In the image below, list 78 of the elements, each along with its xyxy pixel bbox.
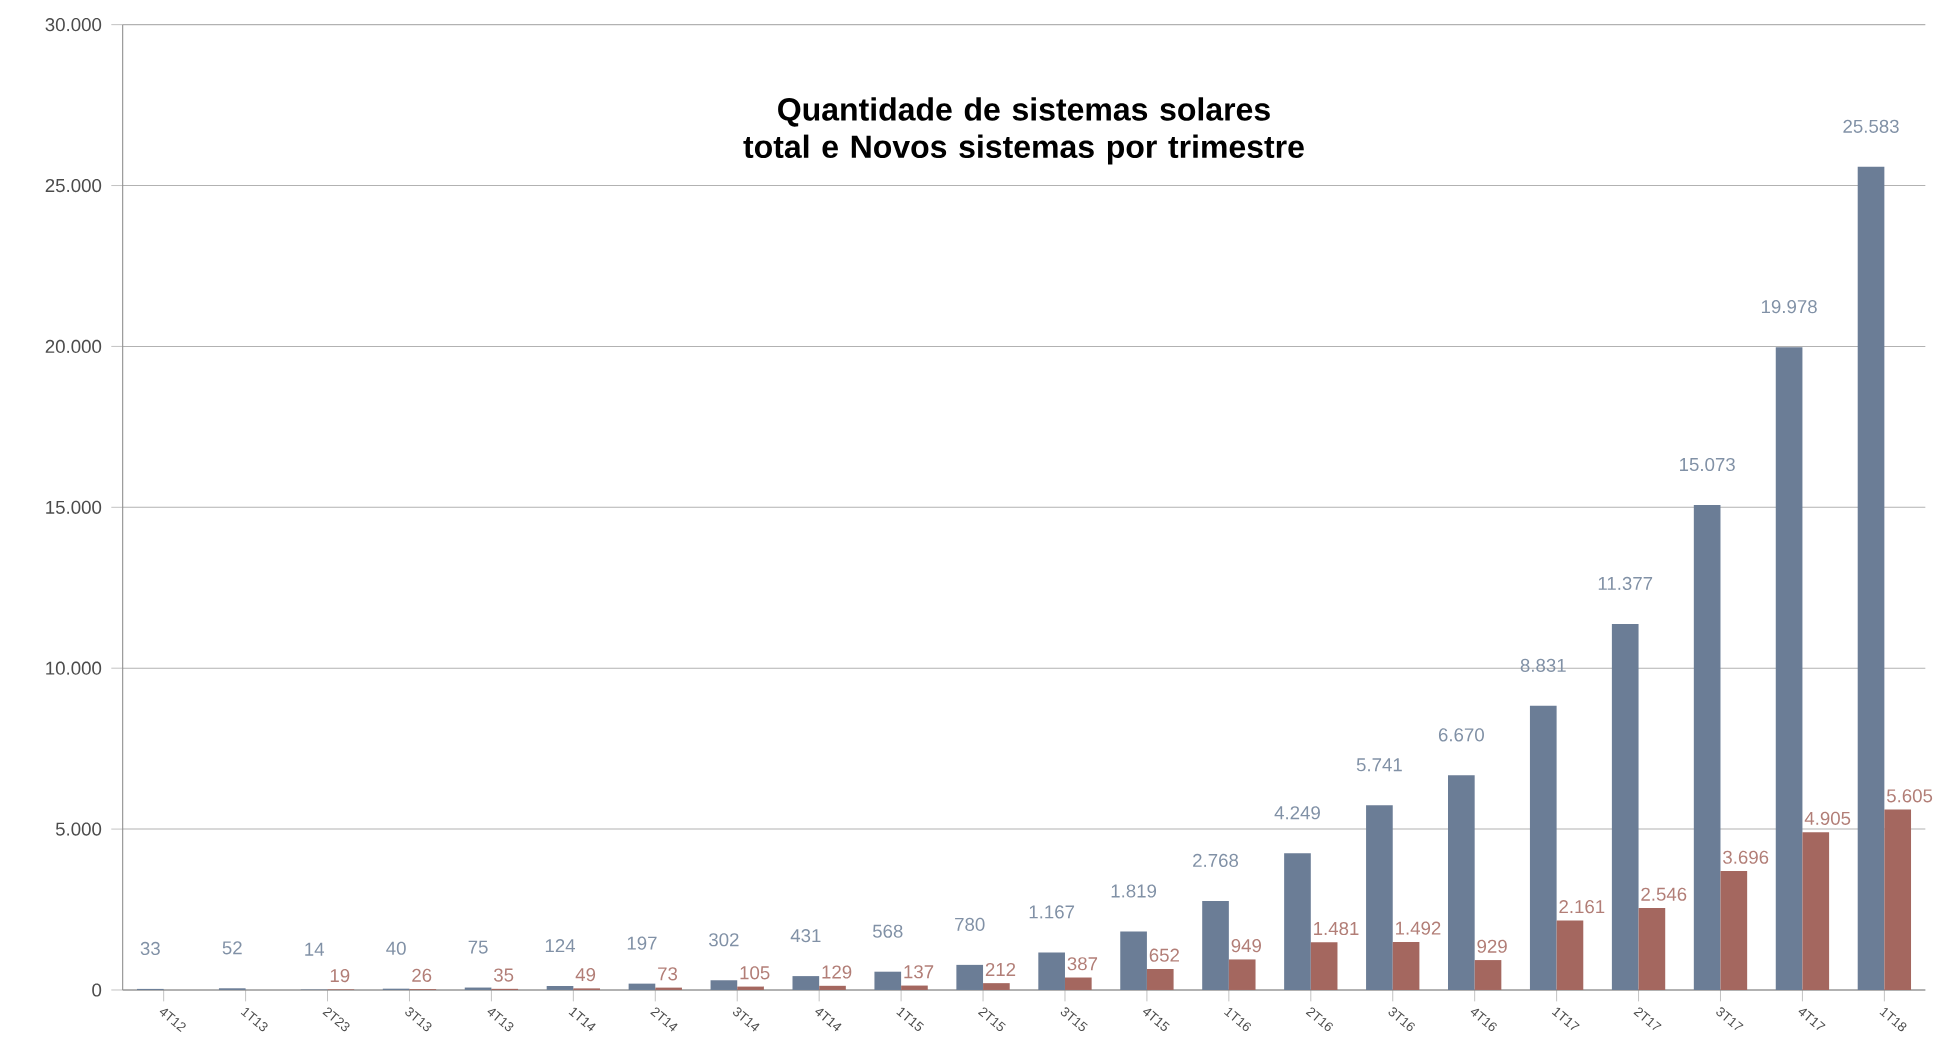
data-label: 40: [386, 941, 406, 955]
bar: [1556, 920, 1584, 990]
data-label: 197: [627, 936, 657, 950]
bar: [1693, 504, 1721, 990]
bar: [1474, 960, 1502, 990]
data-label: 73: [658, 967, 678, 981]
data-label: 302: [709, 933, 739, 947]
data-label: 1.167: [1029, 905, 1075, 919]
data-label: 137: [904, 965, 934, 979]
bar: [874, 971, 902, 990]
data-label: 19: [330, 968, 350, 983]
data-label: 105: [740, 966, 770, 980]
data-label: 15.073: [1680, 457, 1735, 472]
y-tick-label: 25.000: [45, 178, 102, 193]
data-label: 49: [575, 968, 596, 982]
data-label: 75: [468, 940, 488, 954]
data-label: 6.670: [1438, 728, 1484, 742]
bar: [1284, 853, 1311, 990]
bar: [1802, 832, 1830, 990]
bar: [1310, 942, 1338, 990]
bar: [1038, 952, 1065, 990]
bar: [1529, 705, 1557, 990]
bar: [1120, 931, 1147, 990]
bar: [1064, 977, 1092, 990]
bar: [1775, 347, 1803, 990]
data-label: 14: [305, 942, 325, 956]
data-label: 35: [493, 968, 514, 982]
bar: [1857, 166, 1885, 990]
data-label: 949: [1231, 939, 1261, 953]
data-label: 5.741: [1356, 758, 1402, 772]
bar: [1448, 775, 1475, 990]
data-label: 26: [412, 968, 432, 982]
data-label: 11.377: [1598, 576, 1653, 591]
data-label: 5.605: [1886, 789, 1933, 803]
data-label: 652: [1149, 948, 1179, 962]
data-label: 129: [822, 965, 852, 979]
data-label: 3.696: [1723, 850, 1769, 864]
data-label: 1.819: [1111, 884, 1157, 898]
y-tick-label: 20.000: [45, 339, 102, 354]
bar: [983, 983, 1010, 990]
bar: [710, 980, 738, 990]
y-tick-label: 5.000: [55, 822, 102, 836]
bar: [1884, 809, 1912, 990]
data-label: 1.492: [1396, 921, 1441, 935]
bar: [628, 983, 656, 990]
y-tick-label: 15.000: [46, 500, 102, 514]
data-label: 212: [985, 962, 1016, 976]
data-label: 124: [545, 939, 576, 953]
data-label: 431: [790, 929, 821, 943]
data-label: 2.768: [1193, 853, 1239, 868]
data-label: 25.583: [1843, 119, 1899, 133]
data-label: 568: [872, 924, 903, 938]
bar: [1146, 969, 1174, 990]
data-label: 2.546: [1641, 887, 1687, 901]
bar: [1392, 941, 1420, 990]
data-label: 1.481: [1314, 921, 1359, 936]
bar: [1638, 908, 1666, 990]
bar: [956, 964, 984, 990]
y-tick-label: 0: [92, 983, 102, 997]
y-tick-label: 30.000: [45, 18, 102, 32]
y-tick-label: 10.000: [46, 661, 102, 675]
bar: [1228, 959, 1256, 990]
bar: [792, 976, 820, 990]
bar: [1366, 805, 1393, 990]
data-label: 8.831: [1520, 658, 1566, 672]
data-label: 780: [955, 917, 985, 931]
text: Quantidade de sistemas solares total e Novos sistemas por trimestre: [743, 97, 1304, 165]
bar: [1611, 623, 1639, 990]
data-label: 4.905: [1804, 811, 1851, 825]
bar: [1720, 871, 1748, 990]
data-label: 387: [1067, 957, 1098, 971]
data-label: 52: [222, 941, 242, 955]
data-label: 19.978: [1761, 300, 1817, 314]
bar: [1202, 900, 1229, 990]
data-label: 2.161: [1559, 900, 1605, 914]
data-label: 929: [1477, 939, 1507, 953]
data-label: 4.249: [1274, 806, 1320, 820]
data-label: 33: [140, 941, 160, 956]
